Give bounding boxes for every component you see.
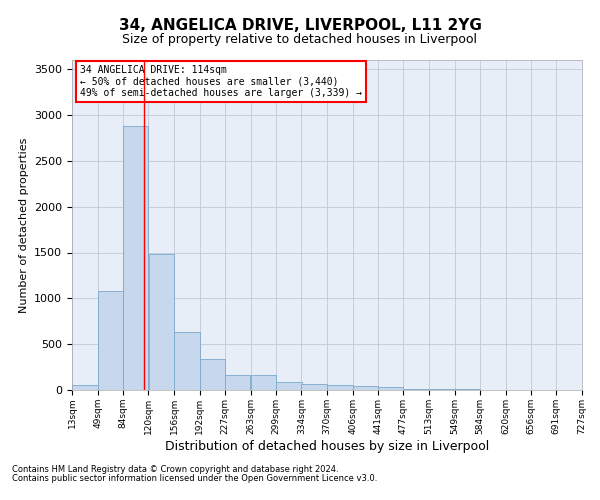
Bar — [353, 386, 378, 390]
Bar — [277, 382, 302, 390]
Bar — [404, 388, 429, 390]
Bar — [378, 387, 403, 390]
Bar — [98, 291, 123, 390]
Bar — [149, 254, 174, 390]
Text: Contains HM Land Registry data © Crown copyright and database right 2024.: Contains HM Land Registry data © Crown c… — [12, 466, 338, 474]
Bar — [200, 359, 226, 390]
Bar — [175, 332, 200, 390]
Text: 34, ANGELICA DRIVE, LIVERPOOL, L11 2YG: 34, ANGELICA DRIVE, LIVERPOOL, L11 2YG — [119, 18, 481, 32]
Text: 34 ANGELICA DRIVE: 114sqm
← 50% of detached houses are smaller (3,440)
49% of se: 34 ANGELICA DRIVE: 114sqm ← 50% of detac… — [80, 65, 362, 98]
Bar — [430, 389, 455, 390]
Bar — [225, 375, 250, 390]
Text: Size of property relative to detached houses in Liverpool: Size of property relative to detached ho… — [122, 32, 478, 46]
Y-axis label: Number of detached properties: Number of detached properties — [19, 138, 29, 312]
Bar — [72, 385, 98, 390]
Text: Contains public sector information licensed under the Open Government Licence v3: Contains public sector information licen… — [12, 474, 377, 483]
Bar — [327, 386, 353, 390]
Bar — [123, 126, 148, 390]
Bar — [301, 384, 327, 390]
X-axis label: Distribution of detached houses by size in Liverpool: Distribution of detached houses by size … — [165, 440, 489, 452]
Bar — [251, 376, 276, 390]
